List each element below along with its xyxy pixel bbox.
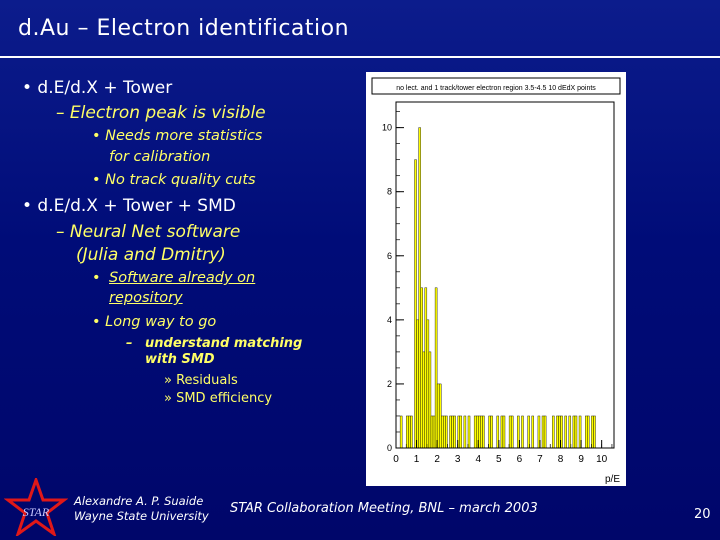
histogram-bar [488, 415, 491, 449]
bullet-no-quality-cuts: • No track quality cuts [92, 172, 256, 188]
histogram-bar [510, 415, 514, 449]
histogram-bar [459, 415, 463, 449]
histogram-bar [438, 383, 442, 449]
histogram-bar [422, 351, 425, 449]
histogram-bar [541, 415, 545, 449]
bullet-smd-efficiency: » SMD efficiency [164, 391, 273, 406]
histogram-bar [434, 287, 438, 449]
x-tick-label: 4 [475, 454, 481, 465]
bullet-understand-matching-cont: with SMD [145, 352, 215, 367]
x-tick-label: 10 [596, 454, 608, 465]
bullet-dash: – [126, 336, 133, 351]
x-tick-label: 5 [496, 454, 502, 465]
bullet-dedx-tower: • d.E/d.X + Tower [22, 78, 173, 98]
bullet-dedx-tower-smd: • d.E/d.X + Tower + SMD [22, 196, 236, 216]
star-logo: STAR [4, 478, 68, 536]
histogram-bar [424, 287, 428, 449]
histogram-bar [436, 383, 440, 449]
histogram-bar [445, 415, 448, 449]
histogram-bar [527, 415, 530, 449]
histogram-bar [418, 127, 421, 449]
histogram-bar [451, 415, 454, 449]
title-underline [0, 56, 720, 58]
histogram-bar [521, 415, 524, 449]
histogram-bar [414, 159, 417, 449]
histogram-bar [432, 415, 436, 449]
logo-text: STAR [23, 505, 50, 519]
histogram-bar [416, 319, 419, 449]
y-tick-label: 2 [387, 379, 392, 389]
x-tick-label: 0 [393, 454, 399, 465]
bullet-long-way: • Long way to go [92, 314, 217, 330]
footer-meeting: STAR Collaboration Meeting, BNL – march … [230, 501, 538, 516]
histogram-bar [480, 415, 483, 449]
x-tick-label: 1 [414, 454, 420, 465]
histogram-bar [508, 415, 512, 449]
histogram-bar [443, 415, 446, 449]
histogram-bar [449, 415, 452, 449]
histogram-bar [399, 415, 403, 449]
link-software-repository-cont[interactable]: repository [109, 290, 183, 306]
histogram-bar [408, 415, 411, 449]
bullet-electron-peak: – Electron peak is visible [56, 103, 266, 123]
histogram-bar [500, 415, 504, 449]
y-tick-label: 10 [382, 123, 392, 133]
bullet-understand-matching: understand matching [145, 336, 303, 351]
x-tick-label: 6 [517, 454, 523, 465]
x-tick-label: 3 [455, 454, 461, 465]
histogram-bar [568, 415, 572, 449]
histogram-bar [564, 415, 567, 449]
histogram-bar [502, 415, 506, 449]
histogram-bar [426, 319, 430, 449]
y-tick-label: 4 [387, 315, 392, 325]
footer-institution: Wayne State University [74, 509, 209, 523]
bullet-software-bullet: • [92, 270, 101, 286]
histogram-bar [430, 415, 434, 449]
histogram-bar [441, 415, 444, 449]
x-tick-label: 2 [434, 454, 440, 465]
histogram-panel: no lect. and 1 track/tower electron regi… [366, 72, 626, 486]
plot-frame [395, 101, 615, 449]
histogram-bar [428, 351, 432, 449]
page-number: 20 [694, 507, 711, 522]
histogram-bar [463, 415, 467, 449]
bullet-needs-statistics-cont: for calibration [109, 149, 211, 165]
histogram-bar [552, 415, 555, 449]
link-software-repository[interactable]: Software already on [109, 270, 256, 286]
histogram-bar [490, 415, 493, 449]
histogram-bar [467, 415, 471, 449]
histogram-bar [556, 415, 559, 449]
histogram-bar [587, 415, 590, 449]
bullet-needs-statistics: • Needs more statistics [92, 128, 263, 144]
y-tick-label: 8 [387, 187, 392, 197]
histogram-chart: no lect. and 1 track/tower electron regi… [366, 72, 626, 486]
histogram-bar [410, 415, 413, 449]
y-tick-label: 0 [387, 443, 392, 453]
slide-title: d.Au – Electron identification [18, 16, 350, 41]
histogram-bar [531, 415, 534, 449]
footer-author: Alexandre A. P. Suaide [74, 494, 204, 508]
histogram-bar [585, 415, 588, 449]
bullet-neural-net-cont: (Julia and Dmitry) [76, 245, 226, 265]
histogram-bar [574, 415, 578, 449]
histogram-bar [420, 287, 423, 449]
bullet-neural-net: – Neural Net software [56, 222, 241, 242]
x-tick-label: 9 [578, 454, 584, 465]
x-axis-label: p/E [605, 474, 620, 485]
histogram-bar [473, 415, 477, 449]
x-tick-label: 8 [558, 454, 564, 465]
histogram-bar [482, 415, 485, 449]
histogram-bar [591, 415, 594, 449]
x-tick-label: 7 [537, 454, 543, 465]
chart-title: no lect. and 1 track/tower electron regi… [396, 85, 596, 92]
histogram-bar [406, 415, 409, 449]
y-tick-label: 6 [387, 251, 392, 261]
histogram-bar [453, 415, 456, 449]
bullet-residuals: » Residuals [164, 373, 238, 388]
histogram-bar [572, 415, 576, 449]
histogram-bar [543, 415, 547, 449]
chart-title-box [371, 77, 621, 95]
star-icon [4, 478, 68, 536]
histogram-bar [593, 415, 596, 449]
